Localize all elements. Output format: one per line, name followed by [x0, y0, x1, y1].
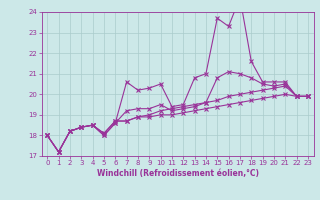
X-axis label: Windchill (Refroidissement éolien,°C): Windchill (Refroidissement éolien,°C) — [97, 169, 259, 178]
